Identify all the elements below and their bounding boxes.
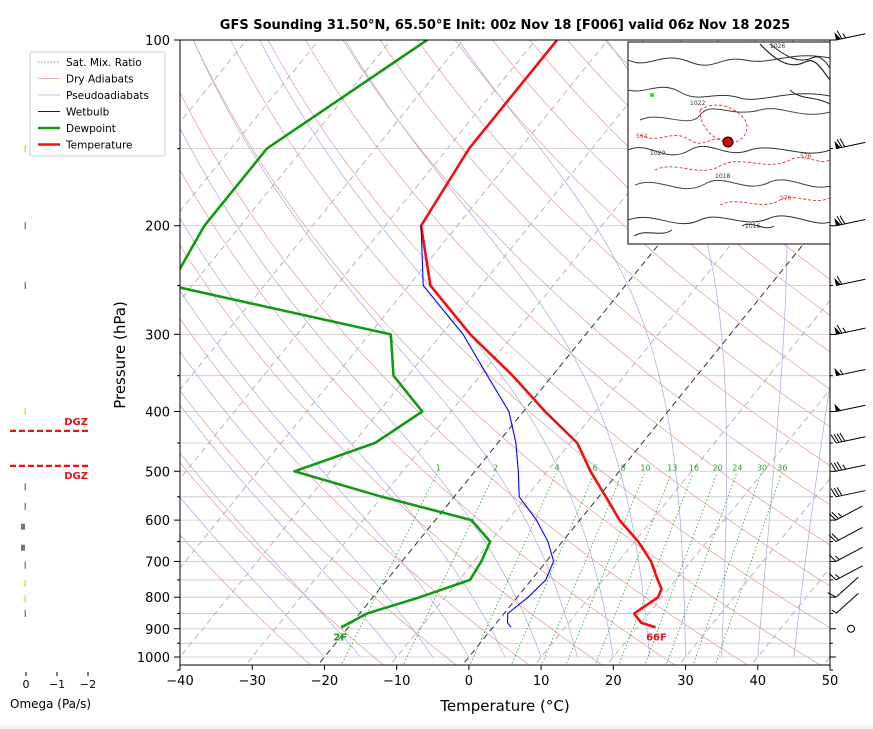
dgz-label: DGZ	[64, 471, 88, 482]
x-tick-label: −30	[239, 674, 266, 689]
omega-bar	[21, 524, 25, 530]
omega-bar	[25, 562, 27, 569]
legend-label: Sat. Mix. Ratio	[66, 57, 142, 69]
omega-tick-label: −1	[49, 678, 65, 691]
y-tick-label: 500	[145, 465, 170, 480]
omega-bar	[25, 580, 27, 587]
x-tick-label: 10	[533, 674, 550, 689]
legend: Sat. Mix. Ratio Dry Adiabats Pseudoadiabat…	[30, 52, 165, 156]
y-tick-label: 1000	[137, 651, 170, 666]
mixing-ratio-label: 13	[667, 463, 677, 472]
inset-contour-label: 576	[800, 153, 812, 160]
mixing-ratio-label: 16	[689, 463, 699, 472]
y-tick-label: 400	[145, 405, 170, 420]
surface-dewpoint-label: 2F	[333, 632, 347, 643]
inset-contour-label: 564	[636, 133, 648, 140]
y-tick-label: 900	[145, 623, 170, 638]
chart-title: GFS Sounding 31.50°N, 65.50°E Init: 00z …	[220, 18, 790, 33]
omega-bar	[25, 145, 27, 152]
omega-bar	[25, 503, 27, 510]
omega-bar	[25, 483, 27, 490]
omega-bar	[21, 545, 25, 551]
omega-tick-label: −2	[80, 678, 96, 691]
omega-axis-label: Omega (Pa/s)	[10, 697, 91, 711]
legend-label: Dewpoint	[66, 123, 116, 135]
mixing-ratio-label: 6	[593, 463, 598, 472]
omega-tick-label: 0	[23, 678, 30, 691]
y-tick-label: 200	[145, 220, 170, 235]
x-tick-label: 40	[750, 674, 767, 689]
mixing-ratio-label: 2	[493, 463, 498, 472]
mixing-ratio-label: 10	[640, 463, 650, 472]
x-tick-label: 0	[465, 674, 473, 689]
omega-bar	[25, 222, 27, 229]
x-tick-label: −40	[166, 674, 193, 689]
x-tick-label: 50	[822, 674, 839, 689]
x-tick-label: 20	[605, 674, 622, 689]
omega-bar	[25, 595, 27, 602]
y-tick-label: 100	[145, 34, 170, 49]
dgz-label: DGZ	[64, 417, 88, 428]
y-tick-label: 600	[145, 514, 170, 529]
y-tick-label: 800	[145, 591, 170, 606]
x-axis-label: Temperature (°C)	[439, 697, 569, 715]
inset-map: 1026 1022 1020 1018 1016 564 570 576	[628, 42, 830, 244]
legend-label: Temperature	[65, 140, 133, 152]
mixing-ratio-label: 1	[436, 463, 441, 472]
omega-bar	[25, 408, 27, 415]
legend-label: Dry Adiabats	[66, 74, 134, 86]
inset-contour-label: 1026	[770, 43, 785, 50]
inset-contour-label: 570	[780, 195, 792, 202]
mixing-ratio-label: 36	[777, 463, 787, 472]
inset-contour-label: 1022	[690, 100, 705, 107]
y-tick-label: 300	[145, 328, 170, 343]
inset-contour-label: 1018	[715, 173, 730, 180]
x-tick-label: −10	[383, 674, 410, 689]
legend-label: Wetbulb	[66, 107, 110, 119]
mixing-ratio-label: 4	[555, 463, 560, 472]
y-tick-label: 700	[145, 555, 170, 570]
x-tick-label: −20	[311, 674, 338, 689]
inset-contour-label: 1016	[745, 223, 760, 230]
y-axis-label: Pressure (hPa)	[111, 301, 129, 409]
location-marker	[723, 137, 733, 147]
mixing-ratio-label: 30	[757, 463, 767, 472]
legend-label: Pseudoadiabats	[66, 90, 149, 102]
omega-bar	[25, 610, 27, 617]
inset-contour-label: 1020	[650, 150, 665, 157]
omega-bar	[25, 282, 27, 289]
surface-temperature-label: 66F	[646, 632, 667, 643]
x-tick-label: 30	[677, 674, 694, 689]
mixing-ratio-label: 8	[621, 463, 626, 472]
mixing-ratio-label: 24	[732, 463, 742, 472]
mixing-ratio-label: 20	[713, 463, 723, 472]
